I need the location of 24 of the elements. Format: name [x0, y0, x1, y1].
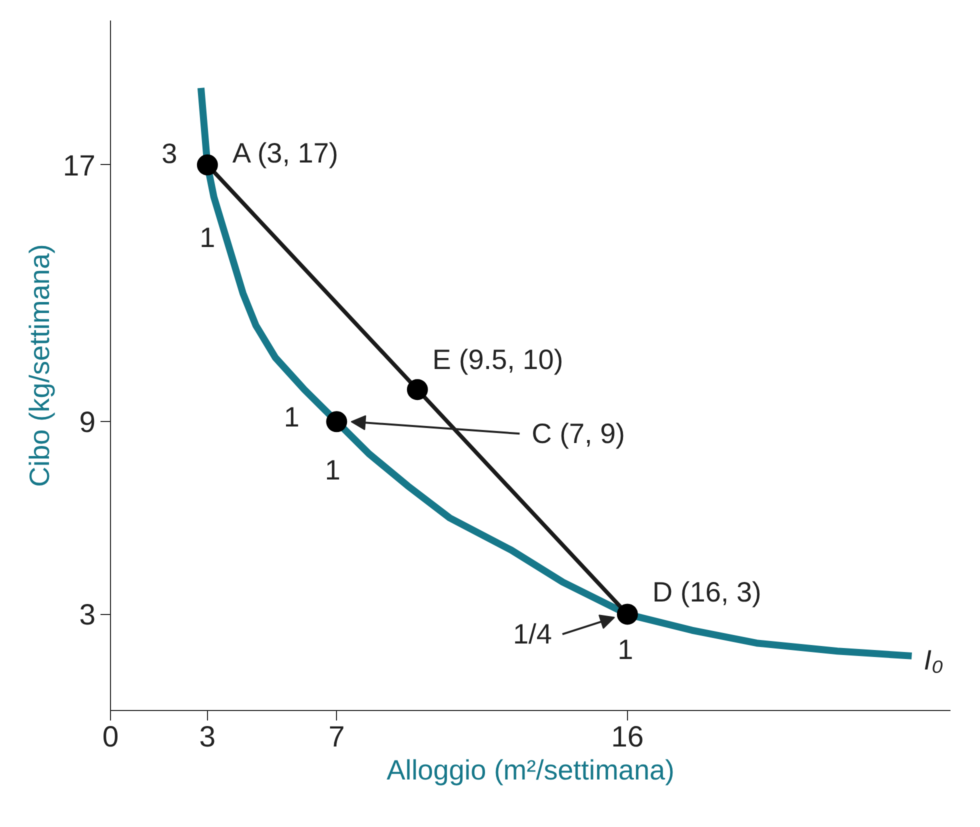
x-tick-label: 3: [199, 720, 216, 754]
annotation: A (3, 17): [232, 137, 338, 168]
point: [196, 154, 218, 176]
y-tick-label: 3: [79, 598, 96, 632]
annotation: 1: [324, 454, 340, 486]
y-axis-title: Cibo (kg/settimana): [24, 244, 55, 487]
annotation: C (7, 9): [532, 418, 626, 450]
annotation: 1: [618, 634, 634, 666]
y-tick-label: 9: [79, 406, 96, 440]
x-tick-label: 0: [102, 720, 119, 754]
annotation: 1: [200, 222, 216, 253]
annotation: 1: [284, 402, 300, 433]
x-axis-title: Alloggio (m²/settimana): [386, 754, 674, 786]
annotation: 3: [162, 138, 178, 169]
series-label: I₀: [924, 644, 944, 676]
x-tick-label: 7: [328, 720, 345, 754]
annotation: E (9.5, 10): [432, 344, 564, 376]
annotation: 1/4: [512, 618, 552, 650]
point: [326, 411, 348, 432]
point: [616, 604, 638, 625]
y-tick-label: 17: [62, 149, 96, 182]
x-tick-label: 16: [611, 720, 644, 754]
point: [406, 379, 428, 400]
annotation: D (16, 3): [652, 576, 762, 608]
